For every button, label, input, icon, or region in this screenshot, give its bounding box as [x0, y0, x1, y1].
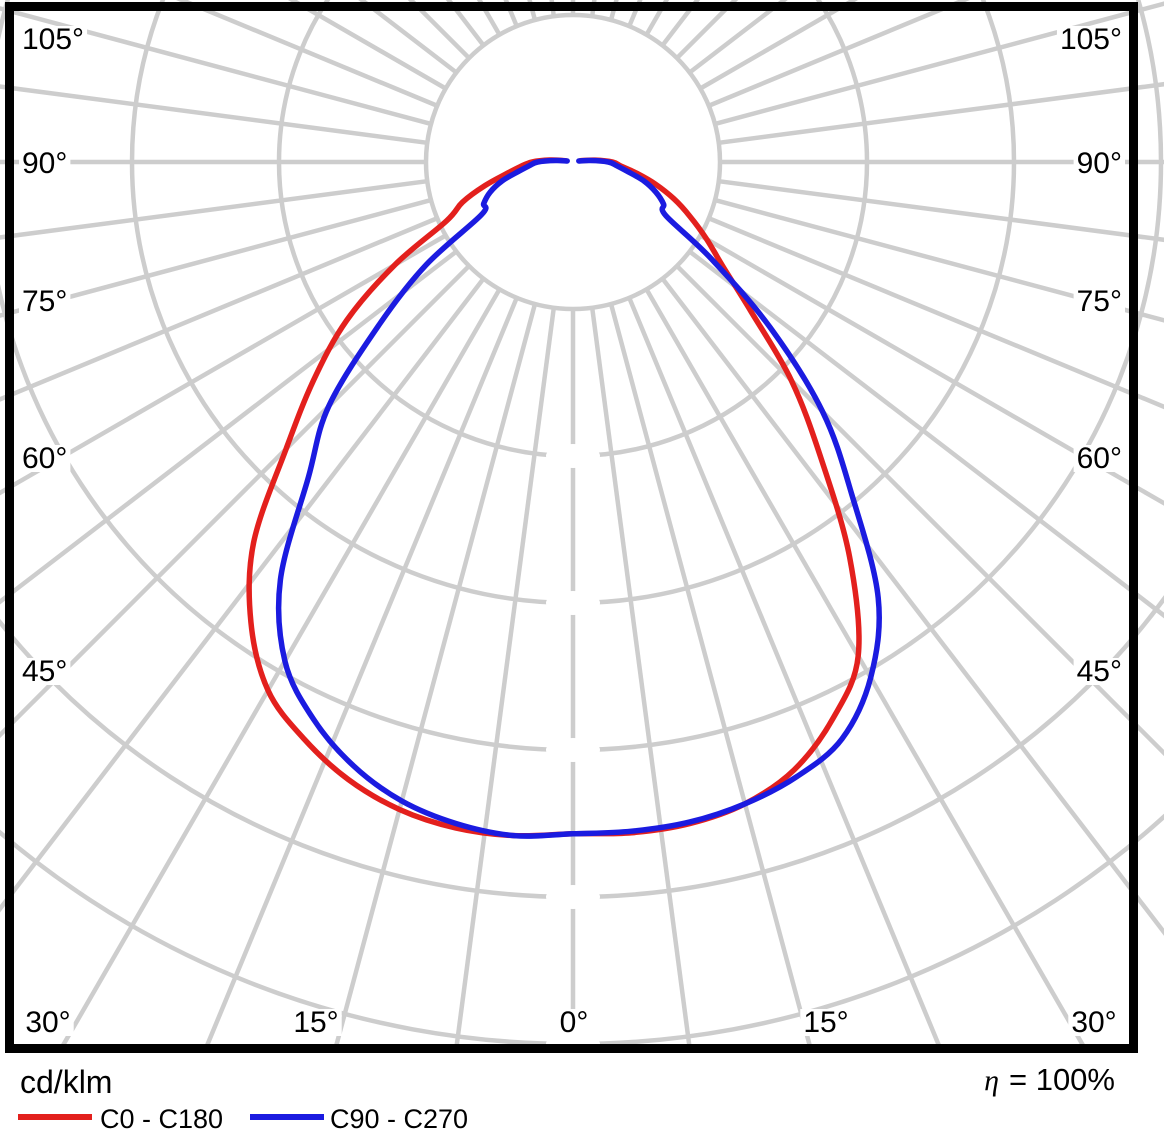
eta-symbol: η: [984, 1064, 999, 1097]
angle-label-bottom-0-30: 30°: [22, 1006, 74, 1039]
angle-label-left-45: 45°: [19, 655, 71, 688]
grid-ray: [0, 277, 486, 913]
svg-text:15°: 15°: [293, 1006, 338, 1039]
grid-ray: [0, 233, 447, 496]
angle-label-left-60: 60°: [19, 442, 71, 475]
grid-ray: [718, 81, 1164, 146]
svg-text:75°: 75°: [1077, 285, 1122, 318]
legend-line-c0-c180: [18, 1114, 92, 1120]
angle-label-right-60: 60°: [1073, 442, 1125, 475]
grid-ray: [0, 6, 432, 127]
intensity-curve-c90-c270: [275, 157, 882, 839]
angle-label-left-75: 75°: [19, 285, 71, 318]
grid-ray: [608, 303, 814, 1052]
grid-ray: [675, 264, 1164, 757]
svg-text:30°: 30°: [25, 1006, 70, 1039]
legend-label-c0-c180: C0 - C180: [100, 1104, 224, 1134]
svg-text:45°: 45°: [1077, 655, 1122, 688]
grid-ring: [423, 12, 723, 312]
svg-text:30°: 30°: [1071, 1006, 1116, 1039]
grid-ray: [56, 288, 502, 1052]
angle-label-bottom-2-0: 0°: [556, 1006, 592, 1039]
svg-text:45°: 45°: [22, 655, 67, 688]
legend-line-c90-c270: [250, 1114, 324, 1120]
radial-unit-label: cd/klm: [20, 1064, 113, 1100]
ring-label-gap: [546, 591, 600, 615]
grid-ray: [201, 296, 519, 1052]
grid-ray: [718, 178, 1164, 243]
grid-ray: [714, 1, 1164, 127]
grid-ray: [0, 216, 439, 402]
grid-ray: [699, 233, 1164, 506]
angle-label-right-105: 105°: [1056, 23, 1125, 56]
angle-label-right-90: 90°: [1073, 147, 1125, 180]
grid-ray: [714, 197, 1164, 323]
angle-label-right-75: 75°: [1073, 285, 1125, 318]
angle-label-left-90: 90°: [19, 147, 71, 180]
angle-label-bottom-1-15: 15°: [290, 1006, 342, 1039]
grid-ray: [453, 307, 557, 1052]
ring-label-gap: [546, 738, 600, 762]
chart-frame: [5, 2, 1138, 1053]
grid-ray: [644, 288, 1090, 1052]
angle-label-left-105: 105°: [19, 23, 88, 56]
angle-label-right-45: 45°: [1073, 655, 1125, 688]
grid-ring: [0, 0, 1164, 753]
svg-text:60°: 60°: [1077, 442, 1122, 475]
svg-text:75°: 75°: [22, 285, 67, 318]
grid-ray: [707, 216, 1164, 410]
svg-text:90°: 90°: [22, 147, 67, 180]
svg-text:90°: 90°: [1077, 147, 1122, 180]
grid-ray: [627, 296, 945, 1052]
ring-label-gap: [546, 885, 600, 909]
ring-label-gap: [546, 444, 600, 468]
legend-label-c90-c270: C90 - C270: [330, 1104, 469, 1134]
eta-value: = 100%: [1008, 1062, 1115, 1097]
angle-label-bottom-4-30: 30°: [1068, 1006, 1120, 1039]
svg-text:0°: 0°: [560, 1006, 589, 1039]
svg-text:60°: 60°: [22, 442, 67, 475]
grid-ray: [0, 178, 428, 240]
svg-text:105°: 105°: [22, 23, 84, 56]
light-output-ratio: η = 100%: [984, 1062, 1115, 1098]
svg-text:15°: 15°: [803, 1006, 848, 1039]
grid-ray: [0, 249, 458, 605]
grid-ray: [589, 307, 693, 1052]
grid-ray: [0, 84, 428, 146]
grid-ray: [332, 303, 538, 1052]
grid-ray: [688, 249, 1164, 619]
angle-label-bottom-3-15: 15°: [800, 1006, 852, 1039]
grid-ray: [0, 197, 432, 318]
polar-distribution-chart: 105° 105° 90° 90° 75° 75° 60° 60° 45° 45° 30° 15° 0°…: [0, 0, 1164, 1053]
svg-text:105°: 105°: [1060, 23, 1122, 56]
